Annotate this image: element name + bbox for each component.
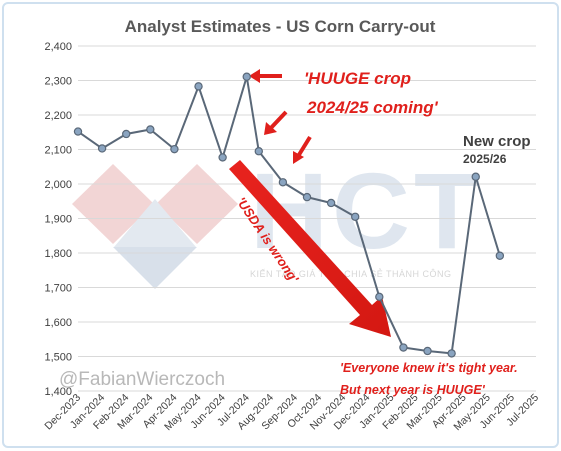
data-point xyxy=(242,72,251,81)
chart: HCT KIẾN TẠO GIÁ TRỊ - CHIA SẺ THÀNH CÔN… xyxy=(42,17,541,434)
data-point xyxy=(278,178,288,187)
data-point xyxy=(423,346,432,356)
series-markers xyxy=(73,72,505,358)
y-tick-label: 1,800 xyxy=(44,248,72,260)
data-point xyxy=(495,251,505,260)
y-tick-label: 1,500 xyxy=(44,352,72,364)
data-point xyxy=(399,343,408,352)
y-tick-label: 2,200 xyxy=(44,110,72,122)
y-tick-label: 1,700 xyxy=(44,283,72,295)
x-axis-ticks: Dec-2023Jan-2024Feb-2024Mar-2024Apr-2024… xyxy=(42,392,541,434)
data-point xyxy=(302,192,312,202)
data-point xyxy=(254,147,263,156)
author-handle: @FabianWierczoch xyxy=(59,369,225,390)
data-point xyxy=(447,349,456,358)
y-axis-ticks: 1,400 1,500 1,600 1,700 1,800 1,900 2,000 2,100… xyxy=(44,41,72,398)
y-tick-label: 1,600 xyxy=(44,317,72,329)
small-arrow-2 xyxy=(264,110,288,135)
data-point xyxy=(146,125,155,134)
data-point xyxy=(218,153,227,162)
data-point xyxy=(122,129,131,139)
annotation-arrows xyxy=(229,69,391,337)
y-tick-label: 2,400 xyxy=(44,41,72,53)
data-point xyxy=(194,82,203,91)
small-arrow-1 xyxy=(249,69,282,83)
y-tick-label: 2,100 xyxy=(44,145,72,157)
new-crop-text-line2: 2025/26 xyxy=(463,152,507,166)
data-point xyxy=(97,144,107,153)
huuge-text-line1: 'HUUGE crop xyxy=(304,69,411,88)
usda-arrow xyxy=(229,160,391,337)
small-arrow-3 xyxy=(293,135,312,164)
data-point xyxy=(471,172,480,181)
everyone-text-line1: 'Everyone knew it's tight year. xyxy=(340,361,518,375)
huuge-text-line2: 2024/25 coming' xyxy=(306,98,439,117)
data-point xyxy=(170,144,179,154)
y-tick-label: 2,000 xyxy=(44,179,72,191)
y-tick-label: 1,400 xyxy=(44,386,72,398)
y-tick-label: 1,900 xyxy=(44,214,72,226)
chart-title: Analyst Estimates - US Corn Carry-out xyxy=(125,17,436,36)
y-tick-label: 2,300 xyxy=(44,76,72,88)
data-point xyxy=(351,212,360,221)
data-point xyxy=(326,198,336,208)
new-crop-text-line1: New crop xyxy=(463,133,531,150)
watermark-tagline: KIẾN TẠO GIÁ TRỊ - CHIA SẺ THÀNH CÔNG xyxy=(250,268,452,279)
everyone-text-line2: But next year is HUUGE' xyxy=(340,383,486,397)
data-point xyxy=(375,292,384,302)
data-point xyxy=(73,127,83,136)
